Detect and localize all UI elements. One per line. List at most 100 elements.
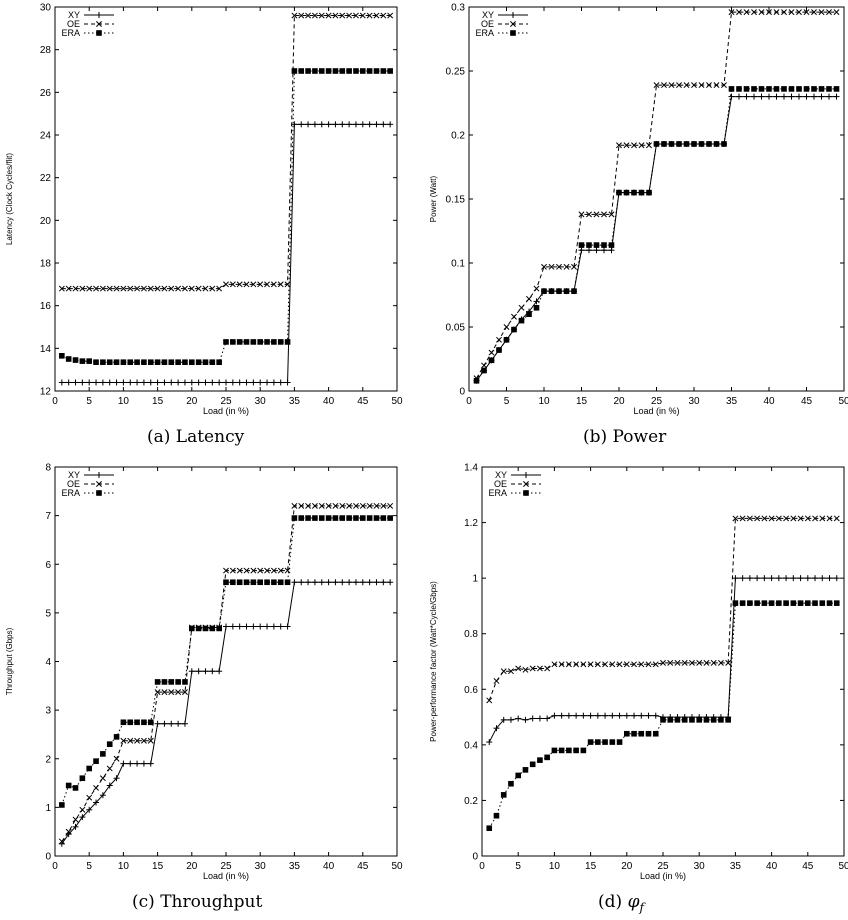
data-point-era (646, 189, 652, 196)
x-tick: 0 (52, 467, 58, 872)
data-point-era (743, 86, 750, 92)
data-point-era (776, 600, 782, 606)
data-point-xy (533, 298, 540, 305)
x-tick: 0 (479, 467, 485, 872)
data-point-oe (518, 304, 525, 311)
legend-marker-oe (96, 21, 102, 27)
x-tick: 35 (289, 7, 300, 407)
data-point-oe (533, 285, 540, 292)
data-point-era (773, 86, 780, 92)
x-tick-label: 40 (766, 861, 778, 872)
data-point-era (652, 730, 659, 737)
data-point-xy (134, 760, 141, 767)
data-point-oe (147, 285, 154, 292)
data-point-era (318, 515, 325, 521)
legend-marker-oe (510, 21, 516, 27)
data-point-oe (706, 82, 712, 89)
data-point-xy (188, 379, 195, 386)
x-tick: 35 (289, 467, 300, 872)
data-point-xy (826, 93, 832, 100)
x-tick: 10 (118, 7, 129, 407)
data-point-era (65, 356, 72, 362)
series-oe (58, 502, 394, 845)
data-point-era (59, 802, 65, 808)
data-point-xy (93, 799, 100, 806)
data-point-era (271, 579, 277, 586)
data-point-era (541, 288, 547, 294)
data-point-era (486, 825, 493, 832)
data-point-oe (305, 502, 312, 509)
data-point-oe (140, 285, 147, 292)
data-point-xy (736, 93, 742, 100)
data-point-oe (325, 502, 332, 509)
data-point-oe (175, 285, 182, 292)
data-point-xy (790, 575, 797, 582)
data-point-era (168, 679, 175, 685)
x-tick: 0 (466, 7, 472, 407)
x-tick-label: 15 (576, 396, 588, 407)
y-tick-label: 0.15 (446, 195, 466, 206)
data-point-era (608, 242, 615, 248)
x-tick-label: 30 (255, 861, 267, 872)
data-point-oe (65, 828, 72, 835)
data-point-era (72, 785, 79, 791)
data-point-era (380, 68, 387, 74)
data-point-oe (161, 285, 168, 292)
data-point-xy (811, 93, 817, 100)
data-point-xy (127, 379, 134, 386)
data-point-xy (65, 379, 72, 386)
data-point-xy (93, 379, 100, 386)
y-tick-label: 8 (45, 463, 51, 474)
y-tick: 2 (45, 754, 397, 765)
data-point-oe (721, 82, 727, 89)
y-tick: 0.25 (446, 67, 844, 78)
data-point-era (127, 719, 134, 726)
data-point-xy (284, 623, 291, 630)
data-point-era (243, 339, 250, 345)
x-tick: 45 (357, 7, 369, 407)
x-tick: 15 (585, 467, 597, 872)
data-point-oe (736, 9, 742, 16)
data-point-oe (703, 659, 710, 666)
legend-label-xy: XY (68, 10, 80, 20)
data-point-era (250, 339, 257, 345)
y-tick-label: 1 (472, 574, 478, 585)
data-point-era (298, 515, 305, 521)
data-point-era (601, 242, 607, 248)
data-point-era (503, 337, 510, 343)
y-tick-label: 0.8 (464, 629, 478, 640)
y-axis-label: Power-performance factor (Watt*Cycle/Gbp… (429, 581, 438, 742)
data-point-xy (339, 579, 346, 586)
data-point-xy (387, 579, 394, 586)
y-tick-label: 3 (45, 706, 51, 717)
data-point-era (147, 359, 154, 365)
data-point-oe (58, 285, 65, 292)
data-point-oe (667, 659, 674, 666)
y-tick: 0.15 (446, 195, 844, 206)
data-point-oe (609, 661, 616, 668)
y-tick-label: 0 (459, 387, 465, 398)
data-point-oe (373, 502, 380, 509)
legend-marker-xy (510, 12, 516, 18)
data-point-xy (373, 579, 380, 586)
data-point-xy (270, 379, 277, 386)
y-tick-label: 0 (472, 852, 478, 863)
data-point-era (120, 719, 127, 726)
data-point-era (548, 288, 555, 294)
y-tick: 1 (472, 574, 844, 585)
data-point-xy (609, 712, 616, 719)
data-point-era (291, 515, 298, 521)
plot-frame (468, 6, 845, 392)
data-point-oe (565, 661, 572, 668)
series-oe (473, 9, 840, 382)
y-tick: 0 (459, 387, 844, 398)
data-point-xy (551, 712, 558, 719)
data-point-xy (332, 121, 339, 128)
data-point-oe (601, 211, 607, 218)
y-axis-label: Throughput (Gbps) (5, 627, 14, 695)
y-tick-label: 1 (45, 803, 51, 814)
data-point-xy (120, 379, 127, 386)
data-point-oe (270, 567, 277, 574)
data-point-xy (486, 739, 493, 746)
